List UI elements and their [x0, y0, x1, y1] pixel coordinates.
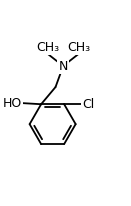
Text: CH₃: CH₃ [67, 41, 90, 54]
Text: CH₃: CH₃ [36, 41, 59, 54]
Text: HO: HO [3, 97, 22, 110]
Text: Cl: Cl [82, 98, 94, 111]
Text: N: N [58, 60, 68, 73]
